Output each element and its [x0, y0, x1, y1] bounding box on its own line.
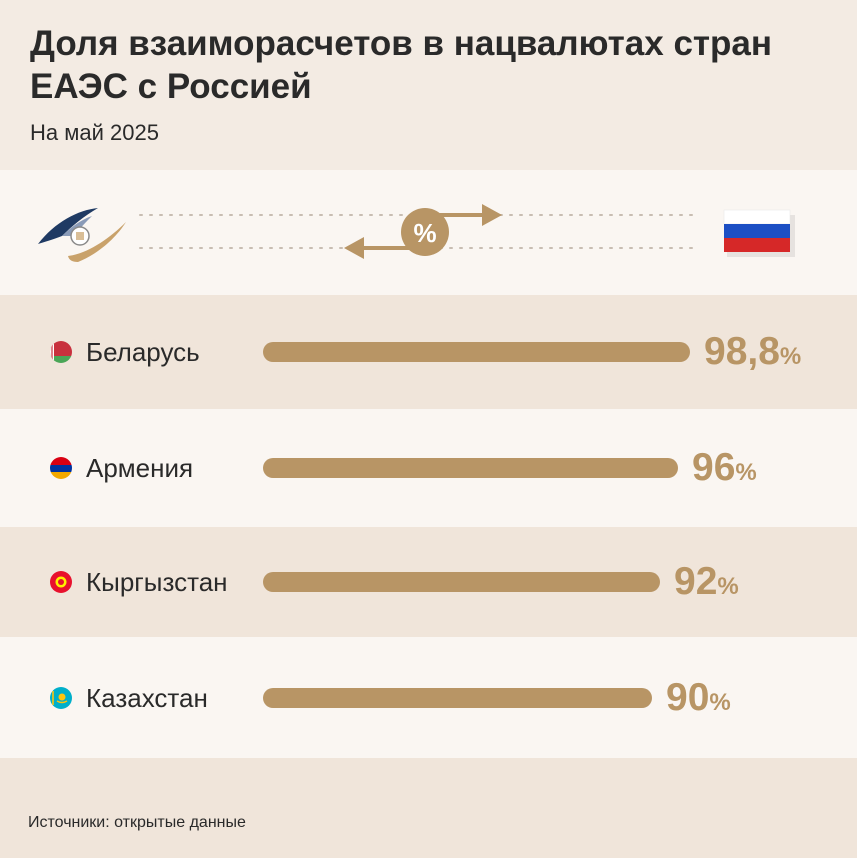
value-label: 98,8% — [704, 332, 801, 377]
value-label: 90% — [666, 675, 731, 723]
country-label: Кыргызстан — [86, 567, 228, 597]
chart-row: Кыргызстан 92% — [0, 527, 857, 637]
kazakhstan-flag-icon — [50, 686, 72, 709]
bar — [263, 458, 678, 478]
page-title: Доля взаиморасчетов в нацвалютах стран Е… — [30, 24, 773, 106]
header: Доля взаиморасчетов в нацвалютах стран Е… — [0, 0, 857, 170]
belarus-flag-icon — [50, 341, 72, 363]
bar — [263, 687, 652, 708]
armenia-flag-icon — [50, 457, 72, 479]
country-label: Казахстан — [86, 682, 208, 713]
value-unit: % — [717, 573, 739, 600]
value-unit: % — [779, 343, 802, 370]
eaeu-logo-icon — [38, 208, 126, 262]
percent-circle-icon — [401, 208, 449, 256]
value-label: 96% — [692, 448, 757, 493]
chart-row: Армения 96% — [0, 409, 857, 527]
chart-row: Казахстан 90% — [0, 637, 857, 758]
value-number: 98,8 — [704, 330, 780, 373]
exchange-banner: % — [0, 170, 857, 295]
value-unit: % — [709, 688, 731, 716]
bar — [263, 342, 690, 362]
country-label: Армения — [86, 453, 194, 483]
source-note: Источники: открытые данные — [28, 814, 246, 831]
russia-flag-icon — [723, 209, 795, 257]
country-label: Беларусь — [86, 337, 200, 367]
value-number: 90 — [666, 675, 710, 719]
chart-row: Беларусь 98,8% — [0, 295, 857, 409]
exchange-graphic: % — [38, 204, 795, 262]
percent-symbol: % — [413, 218, 436, 248]
value-label: 92% — [674, 562, 739, 607]
subtitle: На май 2025 — [30, 120, 159, 145]
value-number: 92 — [674, 560, 718, 603]
value-unit: % — [735, 459, 757, 486]
kyrgyzstan-flag-icon — [50, 571, 72, 593]
arrow-left-icon — [344, 237, 412, 259]
footer — [0, 758, 857, 858]
bar — [263, 572, 660, 592]
value-number: 96 — [692, 446, 736, 489]
